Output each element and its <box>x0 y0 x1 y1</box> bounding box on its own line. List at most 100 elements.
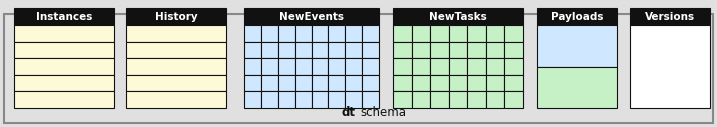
Bar <box>14 8 114 25</box>
Bar <box>630 25 710 108</box>
Bar <box>261 75 277 91</box>
Bar <box>295 91 311 108</box>
Bar <box>537 8 617 25</box>
Bar <box>277 58 295 75</box>
Bar <box>126 58 226 75</box>
Bar <box>277 42 295 58</box>
Bar <box>393 58 412 75</box>
Bar <box>126 42 226 58</box>
Bar <box>449 42 467 58</box>
Bar <box>261 91 277 108</box>
Bar <box>244 75 261 91</box>
Bar <box>277 91 295 108</box>
Bar <box>346 42 362 58</box>
Bar <box>486 91 505 108</box>
Text: History: History <box>155 12 197 21</box>
Text: schema: schema <box>360 107 406 120</box>
Bar <box>430 58 449 75</box>
Bar <box>362 42 379 58</box>
Bar <box>14 75 114 91</box>
Bar <box>393 75 412 91</box>
Bar <box>261 42 277 58</box>
Bar <box>126 91 226 108</box>
Bar <box>346 75 362 91</box>
Text: Payloads: Payloads <box>551 12 603 21</box>
Bar <box>295 42 311 58</box>
Bar <box>430 42 449 58</box>
Bar <box>430 91 449 108</box>
Bar <box>537 67 617 108</box>
Bar <box>449 58 467 75</box>
Bar <box>328 25 346 42</box>
Bar <box>467 42 486 58</box>
Bar <box>311 58 328 75</box>
Bar <box>412 25 430 42</box>
Bar <box>14 91 114 108</box>
Bar <box>277 25 295 42</box>
Bar <box>505 75 523 91</box>
Bar <box>467 58 486 75</box>
Bar <box>486 42 505 58</box>
Bar <box>412 75 430 91</box>
Bar <box>346 25 362 42</box>
Bar <box>430 25 449 42</box>
Bar <box>467 75 486 91</box>
Bar <box>277 75 295 91</box>
Bar <box>14 25 114 42</box>
Bar <box>412 58 430 75</box>
Bar <box>261 58 277 75</box>
Bar <box>449 91 467 108</box>
Bar <box>14 58 114 75</box>
Bar <box>244 25 261 42</box>
Bar <box>295 75 311 91</box>
Bar <box>244 8 379 25</box>
Bar <box>311 25 328 42</box>
Text: NewTasks: NewTasks <box>429 12 487 21</box>
Bar <box>505 25 523 42</box>
Bar <box>393 91 412 108</box>
Bar <box>449 75 467 91</box>
Bar <box>430 75 449 91</box>
Bar <box>486 25 505 42</box>
Bar <box>505 91 523 108</box>
Bar <box>486 58 505 75</box>
Bar <box>328 91 346 108</box>
Bar <box>467 25 486 42</box>
Bar <box>14 42 114 58</box>
Bar <box>346 91 362 108</box>
Bar <box>311 75 328 91</box>
Text: NewEvents: NewEvents <box>279 12 344 21</box>
Bar <box>630 8 710 25</box>
Bar <box>393 8 523 25</box>
Bar <box>311 42 328 58</box>
Bar <box>295 58 311 75</box>
Bar <box>346 58 362 75</box>
Bar <box>244 58 261 75</box>
Text: Instances: Instances <box>36 12 92 21</box>
Bar <box>261 25 277 42</box>
Bar <box>393 42 412 58</box>
Bar <box>311 91 328 108</box>
Bar <box>393 25 412 42</box>
Bar <box>362 91 379 108</box>
Bar <box>328 58 346 75</box>
Text: dt: dt <box>342 107 356 120</box>
Bar <box>467 91 486 108</box>
Bar <box>244 42 261 58</box>
Bar <box>412 91 430 108</box>
Bar <box>362 58 379 75</box>
Bar <box>362 75 379 91</box>
Bar <box>412 42 430 58</box>
Bar <box>126 25 226 42</box>
Bar <box>537 25 617 67</box>
Bar <box>126 8 226 25</box>
Bar <box>486 75 505 91</box>
Bar <box>328 75 346 91</box>
Bar <box>244 91 261 108</box>
Text: Versions: Versions <box>645 12 695 21</box>
Bar <box>4 14 713 123</box>
Bar <box>505 42 523 58</box>
Bar <box>362 25 379 42</box>
Bar <box>295 25 311 42</box>
Bar <box>126 75 226 91</box>
